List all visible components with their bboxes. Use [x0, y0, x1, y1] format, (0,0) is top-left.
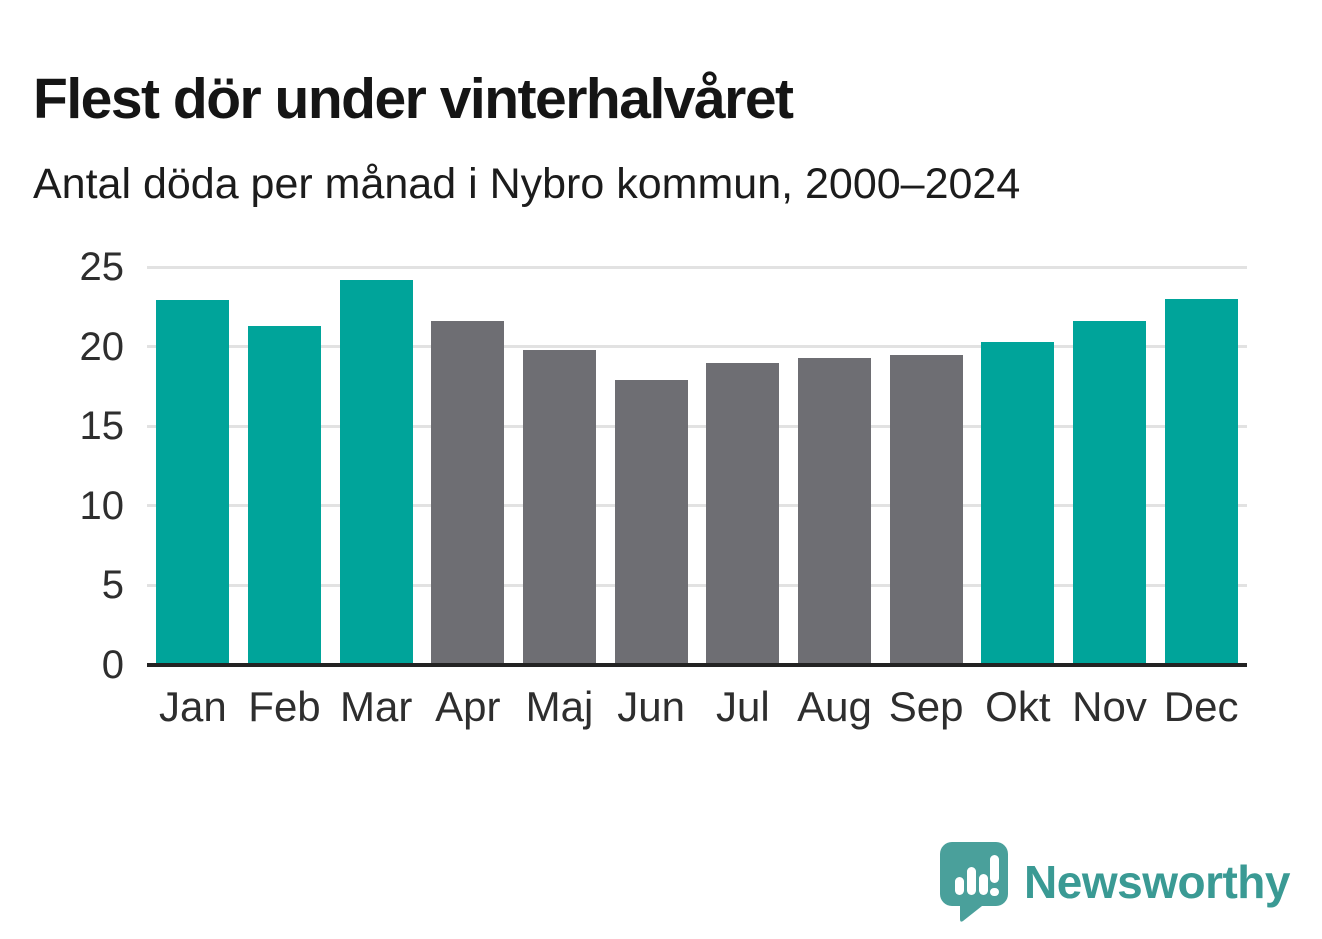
- x-tick-label-jun: Jun: [617, 683, 686, 730]
- x-tick-label-feb: Feb: [248, 683, 321, 730]
- x-tick-label-okt: Okt: [985, 683, 1051, 730]
- bar-dec: [1164, 298, 1238, 665]
- x-tick-label-dec: Dec: [1163, 683, 1239, 730]
- y-tick-label-5: 5: [101, 563, 124, 608]
- plot-area: [147, 265, 1247, 667]
- x-tick-label-nov: Nov: [1072, 683, 1147, 730]
- bar-jul: [706, 362, 780, 665]
- y-axis: 0 5 10 15 20 25: [0, 247, 125, 685]
- bar-nov: [1073, 321, 1146, 665]
- y-tick-label-25: 25: [79, 245, 125, 289]
- newsworthy-speech-bubble-chart-icon: [940, 842, 1009, 922]
- exclamation-bar: [990, 855, 1000, 883]
- x-tick-label-jul: Jul: [715, 683, 770, 730]
- bar-maj: [523, 349, 596, 665]
- gridline-10: [147, 504, 1247, 508]
- exclamation-dot: [990, 888, 1000, 896]
- gridline-5: [147, 583, 1247, 587]
- y-tick-label-0: 0: [101, 643, 124, 687]
- x-tick-label-maj: Maj: [525, 683, 594, 730]
- y-tick-label-15: 15: [79, 404, 125, 449]
- x-tick-label-jan: Jan: [158, 683, 227, 730]
- bar-jun: [614, 380, 688, 665]
- mini-bar-3: [979, 874, 989, 895]
- y-tick-label-10: 10: [79, 483, 125, 528]
- bar-aug: [798, 357, 871, 665]
- x-tick-label-mar: Mar: [339, 683, 413, 730]
- chart-title: Flest dör under vinterhalvåret: [33, 67, 794, 132]
- x-axis-baseline: [147, 663, 1247, 667]
- x-tick-label-sep: Sep: [888, 683, 964, 730]
- bar-jan: [156, 300, 230, 665]
- gridline-15: [147, 424, 1247, 428]
- bar-apr: [431, 321, 505, 665]
- gridline-20: [147, 345, 1247, 349]
- bar-mar: [339, 279, 413, 665]
- y-tick-label-20: 20: [79, 324, 125, 369]
- bar-feb: [248, 325, 321, 665]
- x-tick-label-apr: Apr: [435, 683, 501, 730]
- mini-bar-2: [967, 867, 977, 895]
- x-tick-label-aug: Aug: [797, 683, 872, 730]
- x-axis: Jan Feb Mar Apr Maj Jun Jul Aug Sep Okt Nov Dec: [147, 683, 1247, 739]
- bar-sep: [889, 354, 963, 665]
- bar-okt: [981, 341, 1055, 665]
- brand-footer: Newsworthy: [940, 842, 1290, 922]
- gridline-25: [147, 265, 1247, 269]
- chart-subtitle: Antal döda per månad i Nybro kommun, 200…: [33, 160, 1021, 208]
- brand-name: Newsworthy: [1024, 856, 1290, 908]
- mini-bar-1: [955, 877, 965, 895]
